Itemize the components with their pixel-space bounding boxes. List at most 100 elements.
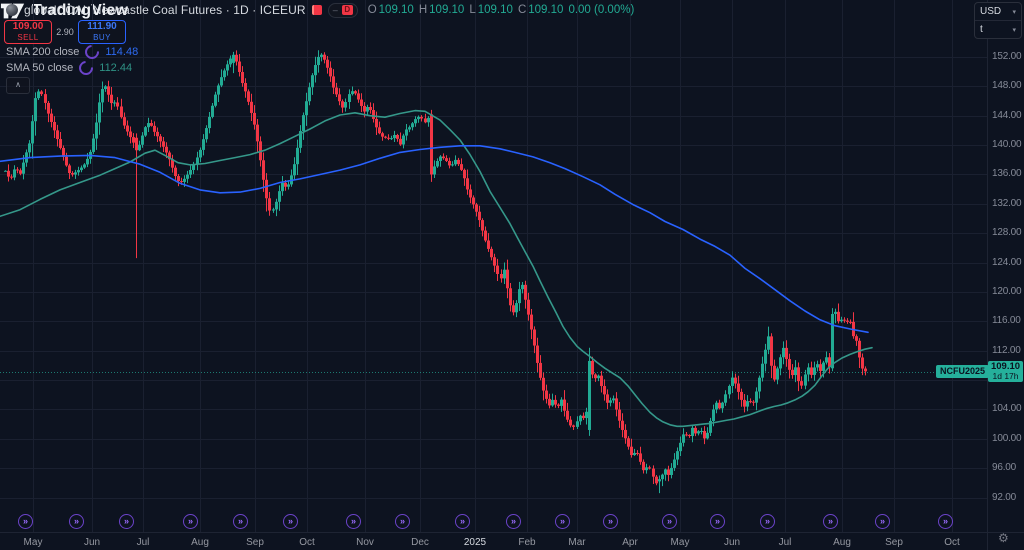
time-tick-label: Aug [191, 537, 209, 548]
price-tick-label: 116.00 [992, 315, 1021, 327]
time-tick-label: 2025 [463, 537, 487, 548]
time-tick-label: Feb [518, 537, 536, 548]
close-label: C [517, 4, 527, 16]
session-skip-marker-icon[interactable]: » [938, 514, 953, 529]
last-price-tag: 109.10 1d 17h [988, 361, 1023, 383]
buy-label: BUY [93, 33, 111, 42]
time-tick-label: Sep [885, 537, 903, 548]
sma-50-line[interactable] [0, 109, 873, 428]
currency-value: USD [980, 6, 1002, 17]
sell-price: 109.00 [12, 21, 44, 32]
session-skip-marker-icon[interactable]: » [233, 514, 248, 529]
chevron-down-icon: ▾ [1012, 26, 1016, 34]
price-tick-label: 152.00 [992, 51, 1022, 62]
time-tick-label: Mar [568, 537, 586, 548]
buy-button[interactable]: 111.90 BUY [78, 20, 126, 44]
contract-symbol-tag: NCFU2025 [936, 364, 990, 378]
last-price-value: 109.10 [990, 361, 1021, 373]
unit-selector: USD ▾ t ▾ [974, 2, 1022, 39]
tradingview-logo-text: TradingView [32, 2, 129, 19]
delayed-data-pill[interactable]: – D [327, 2, 358, 18]
delayed-badge: D [341, 5, 353, 15]
session-skip-marker-icon[interactable]: » [18, 514, 33, 529]
time-axis-divider[interactable] [0, 532, 1024, 533]
time-tick-label: Apr [622, 537, 638, 548]
price-tick-label: 132.00 [992, 197, 1022, 209]
ohlc-readout: O 109.10 H 109.10 L 109.10 C 109.10 0.00… [368, 4, 635, 16]
session-skip-marker-icon[interactable]: » [395, 514, 410, 529]
high-label: H [418, 4, 428, 16]
price-tick-label: 120.00 [992, 285, 1022, 297]
session-skip-marker-icon[interactable]: » [662, 514, 677, 529]
low-value: 109.10 [477, 4, 513, 16]
price-axis-divider[interactable] [987, 0, 988, 550]
session-skip-marker-icon[interactable]: » [710, 514, 725, 529]
chevron-down-icon: ▾ [1012, 8, 1016, 16]
time-tick-label: Aug [833, 537, 851, 548]
symbol-legend: globalCOAL Newcastle Coal Futures · 1D ·… [6, 2, 635, 18]
session-skip-marker-icon[interactable]: » [760, 514, 775, 529]
low-label: L [469, 4, 476, 16]
flag-icon[interactable] [311, 5, 322, 15]
time-tick-label: Jun [83, 537, 101, 548]
price-tick-label: 92.00 [992, 491, 1017, 503]
session-skip-marker-icon[interactable]: » [455, 514, 470, 529]
time-tick-label: Nov [356, 537, 374, 548]
close-value: 109.10 [528, 4, 564, 16]
session-skip-marker-icon[interactable]: » [603, 514, 618, 529]
high-value: 109.10 [429, 4, 465, 16]
indicator-name: SMA 50 close [6, 61, 74, 74]
symbol-logo-icon [6, 4, 18, 16]
session-skip-marker-icon[interactable]: » [183, 514, 198, 529]
sma-200-line[interactable] [0, 145, 869, 334]
time-tick-label: Jun [723, 537, 741, 548]
time-tick-label: Jul [778, 537, 792, 548]
change-value: 0.00 (0.00%) [568, 4, 635, 16]
session-skip-marker-icon[interactable]: » [69, 514, 84, 529]
price-tick-label: 140.00 [992, 139, 1022, 151]
candlestick-chart[interactable] [0, 0, 987, 532]
session-skip-marker-icon[interactable]: » [823, 514, 838, 529]
price-tick-label: 112.00 [992, 344, 1021, 356]
price-tick-label: 128.00 [992, 227, 1022, 239]
session-skip-marker-icon[interactable]: » [506, 514, 521, 529]
price-tick-label: 104.00 [992, 403, 1022, 415]
bar-countdown: 1d 17h [992, 371, 1019, 382]
time-tick-label: Dec [411, 537, 429, 548]
session-skip-marker-icon[interactable]: » [555, 514, 570, 529]
time-tick-label: May [23, 537, 43, 548]
time-tick-label: Oct [299, 537, 315, 548]
time-tick-label: Sep [246, 537, 264, 548]
session-skip-marker-icon[interactable]: » [283, 514, 298, 529]
collapse-legend-button[interactable]: ∧ [6, 77, 30, 94]
dash-icon: – [332, 4, 338, 15]
symbol-title[interactable]: globalCOAL Newcastle Coal Futures · 1D ·… [24, 3, 306, 17]
indicator-value: 114.48 [105, 45, 139, 58]
price-tick-label: 148.00 [992, 80, 1022, 92]
sell-label: SELL [17, 33, 39, 42]
spread-value: 2.90 [56, 27, 74, 37]
time-tick-label: May [670, 537, 690, 548]
session-skip-marker-icon[interactable]: » [346, 514, 361, 529]
time-tick-label: Jul [136, 537, 150, 548]
price-tick-label: 100.00 [992, 432, 1022, 444]
session-skip-marker-icon[interactable]: » [119, 514, 134, 529]
indicator-legend-sma50[interactable]: SMA 50 close 112.44 [6, 57, 133, 78]
price-tick-label: 144.00 [992, 109, 1022, 121]
indicator-legend-sma200[interactable]: SMA 200 close 114.48 [6, 41, 139, 62]
time-tick-label: Oct [944, 537, 960, 548]
indicator-value: 112.44 [99, 61, 133, 74]
grid-lines [0, 0, 987, 532]
unit-dropdown[interactable]: t ▾ [975, 20, 1021, 38]
session-skip-marker-icon[interactable]: » [875, 514, 890, 529]
axis-settings-gear-icon[interactable]: ⚙ [998, 531, 1009, 545]
candles-layer [4, 50, 867, 494]
indicator-name: SMA 200 close [6, 45, 80, 58]
currency-dropdown[interactable]: USD ▾ [975, 3, 1021, 20]
open-label: O [367, 4, 377, 16]
price-tick-label: 136.00 [992, 168, 1022, 180]
buy-price: 111.90 [87, 21, 117, 32]
sell-button[interactable]: 109.00 SELL [4, 20, 52, 44]
open-value: 109.10 [378, 4, 414, 16]
